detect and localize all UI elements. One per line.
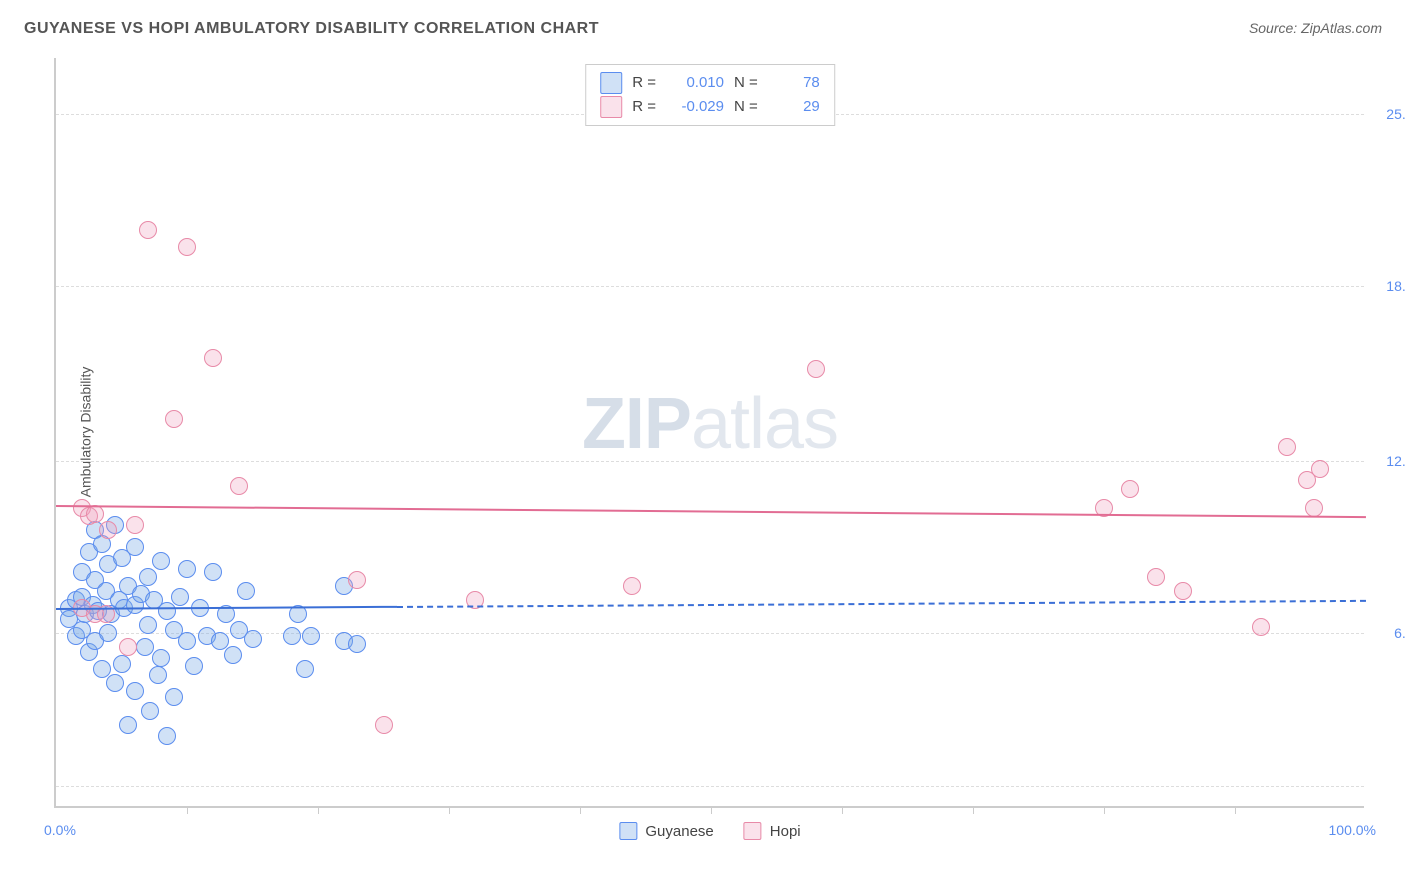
scatter-point — [126, 538, 144, 556]
gridline — [56, 786, 1364, 787]
scatter-point — [178, 632, 196, 650]
legend-row-guyanese: R = 0.010 N = 78 — [600, 71, 820, 95]
legend-item-guyanese: Guyanese — [619, 822, 713, 840]
scatter-point — [139, 568, 157, 586]
x-tick — [1104, 806, 1105, 814]
scatter-point — [224, 646, 242, 664]
scatter-point — [141, 702, 159, 720]
scatter-point — [171, 588, 189, 606]
r-label: R = — [632, 95, 656, 119]
x-tick — [449, 806, 450, 814]
scatter-point — [136, 638, 154, 656]
scatter-point — [1252, 618, 1270, 636]
scatter-point — [106, 674, 124, 692]
n-value-guyanese: 78 — [768, 71, 820, 95]
scatter-point — [348, 571, 366, 589]
swatch-blue-icon — [619, 822, 637, 840]
x-tick — [1235, 806, 1236, 814]
scatter-point — [1121, 480, 1139, 498]
watermark: ZIPatlas — [582, 383, 838, 465]
scatter-point — [149, 666, 167, 684]
scatter-point — [1147, 568, 1165, 586]
trend-line — [56, 505, 1366, 518]
scatter-point — [807, 360, 825, 378]
watermark-atlas: atlas — [691, 384, 838, 464]
x-axis-start-label: 0.0% — [44, 822, 76, 838]
swatch-pink-icon — [744, 822, 762, 840]
scatter-point — [1305, 499, 1323, 517]
x-tick — [711, 806, 712, 814]
n-label: N = — [734, 95, 758, 119]
scatter-point — [158, 727, 176, 745]
n-value-hopi: 29 — [768, 95, 820, 119]
scatter-point — [113, 655, 131, 673]
r-value-hopi: -0.029 — [666, 95, 724, 119]
y-tick-label: 6.3% — [1372, 625, 1406, 641]
x-tick — [318, 806, 319, 814]
scatter-point — [126, 516, 144, 534]
trend-line-dashed — [397, 600, 1366, 608]
scatter-point — [1311, 460, 1329, 478]
plot-area: ZIPatlas Ambulatory Disability R = 0.010… — [54, 58, 1364, 808]
scatter-point — [1278, 438, 1296, 456]
r-label: R = — [632, 71, 656, 95]
scatter-point — [283, 627, 301, 645]
x-tick — [580, 806, 581, 814]
scatter-point — [185, 657, 203, 675]
scatter-point — [126, 682, 144, 700]
scatter-point — [623, 577, 641, 595]
scatter-point — [1174, 582, 1192, 600]
n-label: N = — [734, 71, 758, 95]
legend-row-hopi: R = -0.029 N = 29 — [600, 95, 820, 119]
series-name-guyanese: Guyanese — [645, 823, 713, 840]
x-axis-end-label: 100.0% — [1329, 822, 1376, 838]
scatter-point — [178, 560, 196, 578]
scatter-point — [230, 477, 248, 495]
legend-series: Guyanese Hopi — [619, 822, 800, 840]
scatter-point — [152, 649, 170, 667]
legend-correlation: R = 0.010 N = 78 R = -0.029 N = 29 — [585, 64, 835, 126]
scatter-point — [158, 602, 176, 620]
scatter-point — [119, 716, 137, 734]
scatter-point — [296, 660, 314, 678]
x-tick — [842, 806, 843, 814]
y-tick-label: 25.0% — [1372, 106, 1406, 122]
y-axis-title: Ambulatory Disability — [77, 367, 93, 498]
x-tick — [973, 806, 974, 814]
scatter-point — [348, 635, 366, 653]
scatter-point — [178, 238, 196, 256]
scatter-point — [165, 688, 183, 706]
scatter-point — [152, 552, 170, 570]
gridline — [56, 461, 1364, 462]
swatch-pink-icon — [600, 96, 622, 118]
scatter-point — [237, 582, 255, 600]
y-tick-label: 12.5% — [1372, 453, 1406, 469]
scatter-point — [204, 349, 222, 367]
scatter-point — [244, 630, 262, 648]
r-value-guyanese: 0.010 — [666, 71, 724, 95]
y-tick-label: 18.8% — [1372, 278, 1406, 294]
gridline — [56, 286, 1364, 287]
scatter-point — [119, 638, 137, 656]
swatch-blue-icon — [600, 72, 622, 94]
series-name-hopi: Hopi — [770, 823, 801, 840]
scatter-point — [99, 521, 117, 539]
scatter-point — [139, 221, 157, 239]
scatter-point — [165, 410, 183, 428]
scatter-point — [302, 627, 320, 645]
scatter-point — [139, 616, 157, 634]
scatter-point — [204, 563, 222, 581]
legend-item-hopi: Hopi — [744, 822, 801, 840]
scatter-point — [375, 716, 393, 734]
chart-title: GUYANESE VS HOPI AMBULATORY DISABILITY C… — [24, 20, 599, 38]
source-attribution: Source: ZipAtlas.com — [1249, 20, 1382, 36]
watermark-zip: ZIP — [582, 384, 691, 464]
scatter-point — [99, 624, 117, 642]
x-tick — [187, 806, 188, 814]
